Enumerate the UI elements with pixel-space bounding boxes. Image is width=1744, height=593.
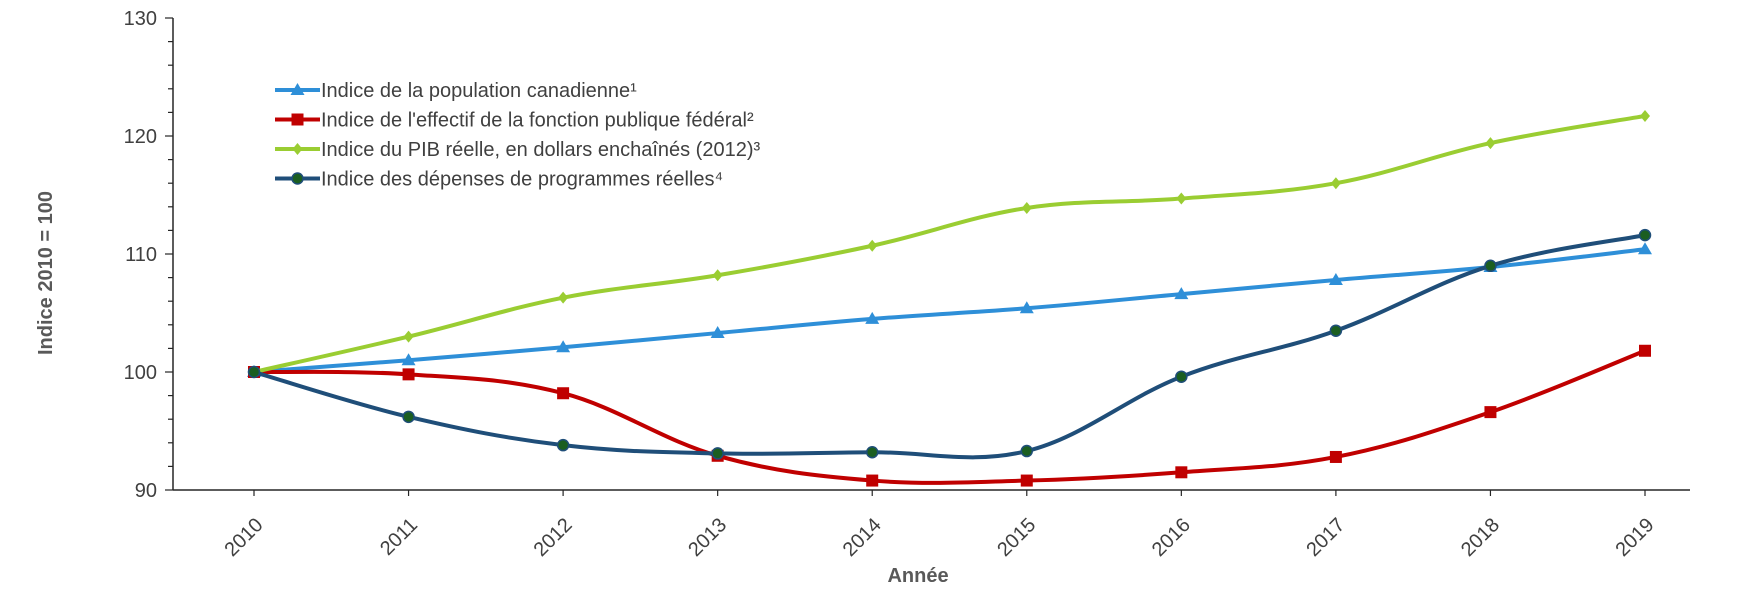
data-point bbox=[558, 291, 569, 304]
x-tick-label: 2019 bbox=[1612, 514, 1659, 561]
data-point bbox=[1328, 272, 1343, 285]
legend-swatch-marker bbox=[291, 113, 304, 126]
data-point bbox=[1329, 450, 1342, 463]
legend: Indice de la population canadienne¹ Indic… bbox=[275, 80, 760, 191]
data-point bbox=[1638, 228, 1652, 242]
data-point bbox=[556, 340, 571, 353]
data-point bbox=[557, 387, 570, 400]
data-point bbox=[865, 445, 879, 459]
data-point bbox=[1176, 192, 1187, 205]
data-point bbox=[247, 365, 261, 379]
x-tick-label: 2015 bbox=[993, 514, 1040, 561]
data-point bbox=[1638, 242, 1652, 255]
y-axis-title: Indice 2010 = 100 bbox=[35, 191, 57, 355]
y-tick-label: 110 bbox=[125, 244, 157, 266]
series-3 bbox=[249, 109, 1650, 378]
x-tick-label: 2014 bbox=[839, 514, 886, 561]
data-point bbox=[712, 269, 723, 282]
series-line bbox=[252, 233, 1647, 460]
x-tick-label: 2012 bbox=[530, 514, 577, 561]
x-tick-label: 2016 bbox=[1148, 514, 1195, 561]
legend-entry: Indice de la population canadienne¹ bbox=[275, 80, 637, 102]
data-point bbox=[1640, 109, 1650, 122]
data-point bbox=[1484, 259, 1497, 273]
series-lines bbox=[247, 109, 1652, 487]
data-point bbox=[867, 239, 878, 252]
data-point bbox=[1019, 301, 1034, 314]
legend-swatch-marker bbox=[292, 143, 303, 155]
data-point bbox=[711, 447, 724, 460]
legend-entry: Indice du PIB réelle, en dollars enchaîn… bbox=[275, 139, 760, 161]
data-point bbox=[1020, 474, 1033, 487]
legend-swatch-marker bbox=[290, 83, 305, 95]
y-tick-label: 120 bbox=[124, 126, 157, 148]
data-point bbox=[403, 330, 414, 343]
legend-label: Indice du PIB réelle, en dollars enchaîn… bbox=[321, 139, 760, 161]
legend-swatch-marker bbox=[291, 172, 304, 185]
series-line bbox=[252, 348, 1647, 485]
x-tick-label: 2017 bbox=[1302, 514, 1349, 561]
data-point bbox=[1175, 466, 1188, 479]
data-point bbox=[1330, 177, 1341, 190]
series-line bbox=[252, 247, 1647, 374]
data-point bbox=[556, 438, 570, 452]
x-tick-label: 2011 bbox=[376, 514, 422, 560]
data-point bbox=[1175, 370, 1188, 383]
legend-entry: Indice de l'effectif de la fonction publ… bbox=[275, 110, 754, 132]
x-axis-title: Année bbox=[887, 565, 948, 587]
data-point bbox=[401, 353, 416, 366]
legend-label: Indice de l'effectif de la fonction publ… bbox=[321, 110, 754, 132]
x-tick-label: 2010 bbox=[221, 514, 268, 561]
series-2 bbox=[248, 344, 1651, 487]
data-point bbox=[1020, 444, 1034, 458]
data-point bbox=[710, 326, 725, 339]
legend-entry: Indice des dépenses de programmes réelle… bbox=[275, 169, 723, 191]
data-point bbox=[1021, 201, 1032, 214]
legend-label: Indice des dépenses de programmes réelle… bbox=[321, 169, 723, 191]
data-point bbox=[1485, 137, 1496, 150]
series-line bbox=[252, 113, 1647, 374]
x-tick-label: 2013 bbox=[684, 514, 731, 561]
data-point bbox=[402, 368, 415, 381]
data-point bbox=[866, 474, 879, 487]
data-point bbox=[1484, 406, 1497, 419]
legend-label: Indice de la population canadienne¹ bbox=[321, 80, 637, 102]
y-tick-label: 100 bbox=[124, 362, 157, 384]
data-point bbox=[1329, 324, 1343, 337]
series-4 bbox=[247, 228, 1652, 460]
x-tick-label: 2018 bbox=[1457, 514, 1504, 561]
data-point bbox=[865, 311, 880, 324]
y-tick-label: 130 bbox=[124, 8, 157, 30]
y-tick-label: 90 bbox=[135, 480, 157, 502]
series-1 bbox=[247, 242, 1652, 377]
data-point bbox=[1639, 344, 1651, 357]
data-point bbox=[1174, 287, 1189, 300]
data-point bbox=[402, 410, 415, 424]
